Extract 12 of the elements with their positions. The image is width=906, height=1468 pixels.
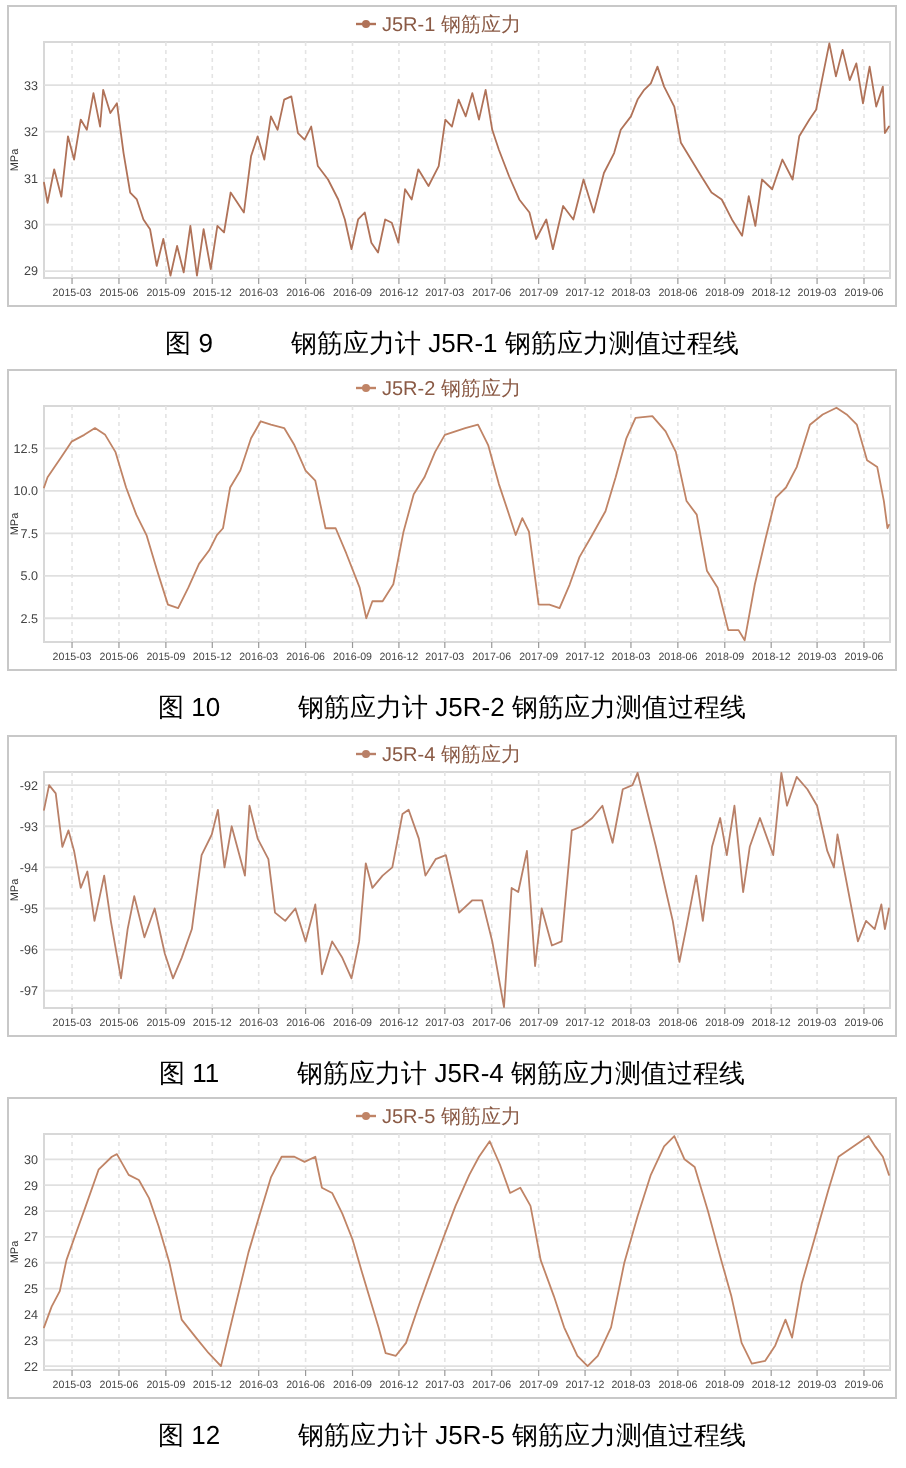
legend-label: J5R-1 钢筋应力 [382,13,521,37]
line-series [43,771,890,1009]
legend-label: J5R-4 钢筋应力 [382,743,521,767]
line-series [43,1135,890,1368]
text: 图 11 钢筋应力计 J5R-4 钢筋应力测值过程线 [158,1058,746,1088]
text: 图 10 钢筋应力计 J5R-2 钢筋应力测值过程线 [158,692,746,722]
legend-label: J5R-5 钢筋应力 [382,1105,521,1129]
line-series [43,42,890,277]
text: 图 9 钢筋应力计 J5R-1 钢筋应力测值过程线 [165,328,739,358]
legend-label: J5R-2 钢筋应力 [382,377,521,401]
text: 图 12 钢筋应力计 J5R-5 钢筋应力测值过程线 [158,1420,746,1450]
line-series [43,406,890,642]
